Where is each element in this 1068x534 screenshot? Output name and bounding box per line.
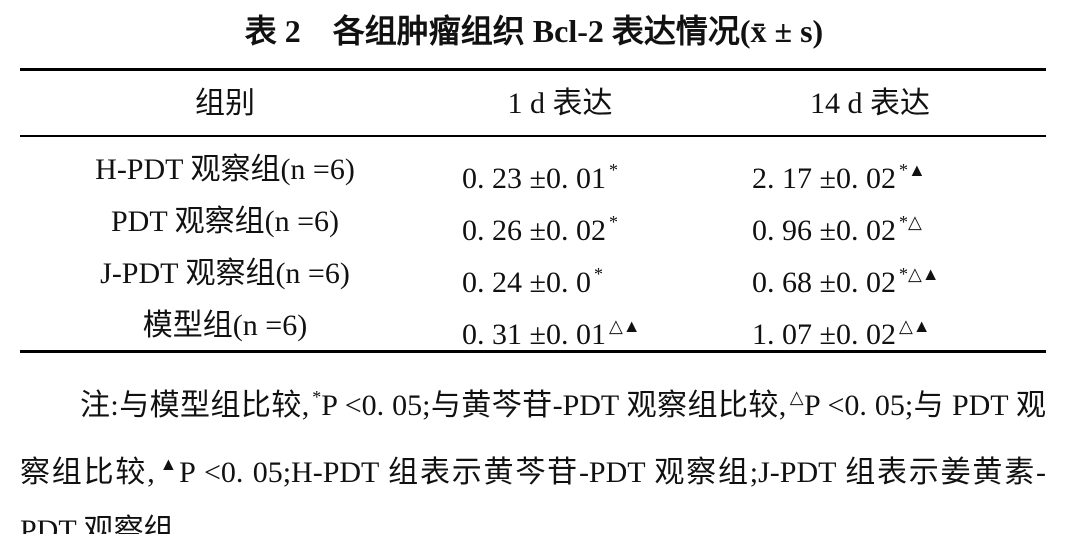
cell-text: 0. 31 ±0. 01 bbox=[462, 318, 606, 351]
cell-text: 0. 24 ±0. 0 bbox=[462, 266, 591, 299]
cell-text: 1. 07 ±0. 02 bbox=[752, 318, 896, 351]
cell-text: 2. 17 ±0. 02 bbox=[752, 162, 896, 195]
cell-text: 0. 26 ±0. 02 bbox=[462, 214, 606, 247]
top-rule bbox=[20, 68, 1046, 71]
note-text: P <0. 05;H-PDT 组表示黄芩苷-PDT 观察组;J-PDT 组表示姜… bbox=[20, 456, 1046, 534]
header-rule bbox=[20, 135, 1046, 137]
table-cell: H-PDT 观察组(n =6) bbox=[20, 150, 430, 190]
footnote: 注:与模型组比较, *P <0. 05;与黄芩苷-PDT 观察组比较, △P <0.… bbox=[20, 368, 1046, 534]
significance-mark: △▲ bbox=[608, 316, 641, 336]
table-cell: 0. 26 ±0. 02 * bbox=[462, 202, 618, 251]
bottom-rule bbox=[20, 350, 1046, 353]
table-cell: PDT 观察组(n =6) bbox=[20, 202, 430, 242]
header-cell: 1 d 表达 bbox=[507, 87, 613, 120]
table-cell: 0. 24 ±0. 0 * bbox=[462, 254, 603, 303]
table-cell: 模型组(n =6) bbox=[20, 306, 430, 346]
table-cell: 0. 31 ±0. 01 △▲ bbox=[462, 306, 641, 355]
significance-mark: *▲ bbox=[898, 160, 926, 180]
table-cell: 0. 68 ±0. 02 *△▲ bbox=[752, 254, 940, 303]
cell-text: J-PDT 观察组(n =6) bbox=[100, 257, 350, 290]
significance-mark: * bbox=[608, 212, 618, 232]
table-cell: 1. 07 ±0. 02 △▲ bbox=[752, 306, 931, 355]
note-text: 注:与模型组比较, bbox=[80, 389, 310, 422]
cell-text: H-PDT 观察组(n =6) bbox=[95, 153, 355, 186]
cell-text: 0. 96 ±0. 02 bbox=[752, 214, 896, 247]
significance-mark: * bbox=[608, 160, 618, 180]
note-mark: * bbox=[312, 387, 322, 407]
table-cell: 0. 96 ±0. 02 *△ bbox=[752, 202, 922, 251]
cell-text: 0. 23 ±0. 01 bbox=[462, 162, 606, 195]
significance-mark: *△ bbox=[898, 212, 922, 232]
header-cell: 14 d 表达 bbox=[810, 87, 930, 120]
cell-text: PDT 观察组(n =6) bbox=[110, 205, 340, 238]
table-cell: 2. 17 ±0. 02 *▲ bbox=[752, 150, 926, 199]
note-text: P <0. 05;与 PDT 观察组比较, bbox=[20, 389, 1047, 489]
note-mark: ▲ bbox=[157, 454, 180, 474]
table-title: 表 2 各组肿瘤组织 Bcl-2 表达情况(x̄ ± s) bbox=[244, 13, 824, 49]
note-mark: △ bbox=[789, 387, 804, 407]
table-cell: 0. 23 ±0. 01 * bbox=[462, 150, 618, 199]
cell-text: 0. 68 ±0. 02 bbox=[752, 266, 896, 299]
note-text: P <0. 05;与黄芩苷-PDT 观察组比较, bbox=[321, 389, 787, 422]
significance-mark: △▲ bbox=[898, 316, 931, 336]
significance-mark: *△▲ bbox=[898, 264, 940, 284]
significance-mark: * bbox=[593, 264, 603, 284]
header-cell: 组别 bbox=[195, 87, 255, 120]
cell-text: 模型组(n =6) bbox=[142, 309, 308, 342]
table-cell: J-PDT 观察组(n =6) bbox=[20, 254, 430, 294]
